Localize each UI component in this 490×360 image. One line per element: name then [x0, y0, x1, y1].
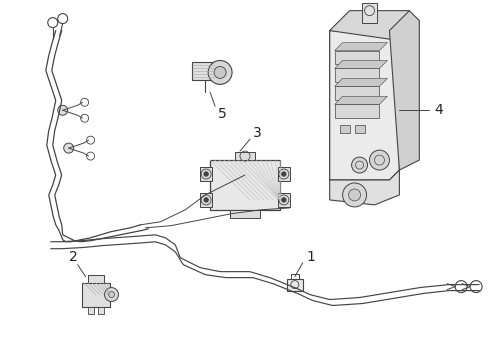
Circle shape — [214, 67, 226, 78]
Circle shape — [352, 157, 368, 173]
Bar — [340, 125, 349, 133]
Bar — [287, 279, 303, 291]
Circle shape — [282, 198, 286, 202]
Bar — [355, 125, 365, 133]
Text: 3: 3 — [253, 126, 262, 140]
Polygon shape — [335, 42, 388, 50]
Circle shape — [348, 189, 361, 201]
Polygon shape — [330, 11, 409, 41]
Circle shape — [104, 288, 119, 302]
Bar — [278, 167, 290, 181]
Bar — [335, 86, 379, 100]
Bar — [200, 193, 212, 207]
Bar — [200, 167, 212, 181]
Polygon shape — [390, 11, 419, 170]
Circle shape — [64, 143, 74, 153]
Circle shape — [282, 172, 286, 176]
Circle shape — [369, 150, 390, 170]
Bar — [192, 62, 214, 80]
Polygon shape — [335, 96, 388, 104]
Bar — [230, 210, 260, 218]
Text: 5: 5 — [218, 107, 227, 121]
Bar — [362, 3, 377, 23]
Text: 4: 4 — [434, 103, 443, 117]
Bar — [335, 68, 379, 82]
Polygon shape — [335, 78, 388, 86]
Polygon shape — [330, 31, 399, 180]
Bar — [88, 275, 103, 283]
Circle shape — [204, 172, 208, 176]
Bar — [235, 152, 255, 160]
Bar — [210, 160, 280, 210]
Bar — [335, 50, 379, 64]
Circle shape — [108, 292, 115, 298]
Text: 1: 1 — [307, 250, 316, 264]
Bar — [335, 104, 379, 118]
Text: 2: 2 — [69, 250, 78, 264]
Circle shape — [204, 198, 208, 202]
Polygon shape — [330, 170, 399, 205]
Circle shape — [58, 105, 68, 115]
Bar — [98, 306, 103, 315]
Bar — [88, 306, 94, 315]
Circle shape — [343, 183, 367, 207]
Bar — [278, 193, 290, 207]
Circle shape — [208, 60, 232, 84]
Bar — [82, 283, 110, 306]
Polygon shape — [335, 60, 388, 68]
